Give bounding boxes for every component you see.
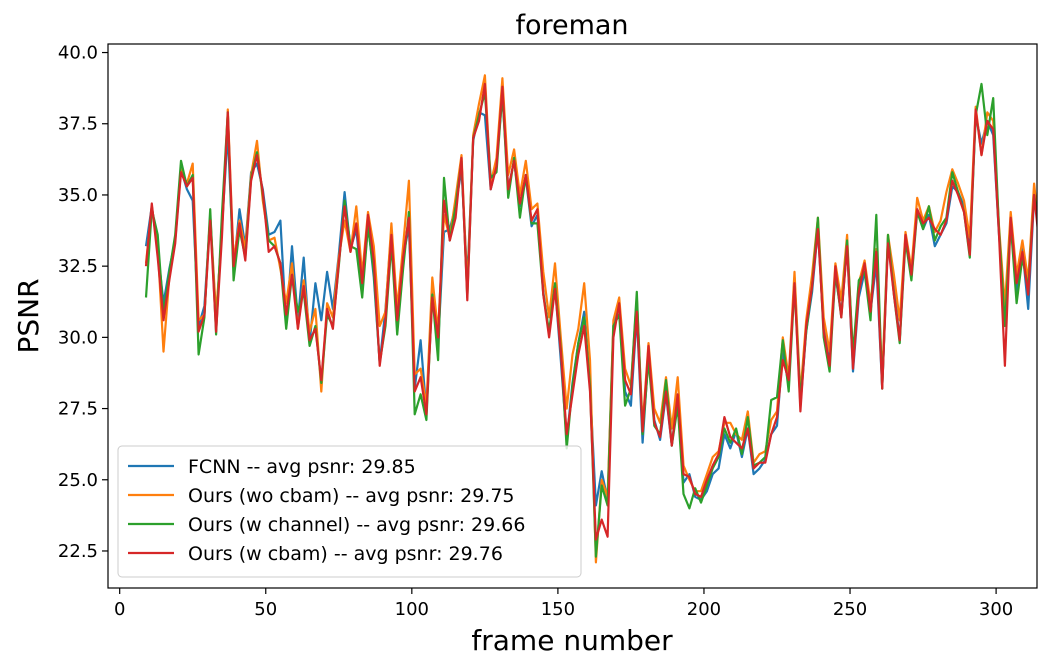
x-tick-label: 50 — [254, 599, 277, 620]
chart-title: foreman — [515, 10, 628, 41]
plot-area-frame — [107, 43, 1038, 589]
series-line-4 — [144, 82, 1037, 541]
legend-label-3: Ours (w channel) -- avg psnr: 29.66 — [188, 514, 525, 536]
x-tick-label: 250 — [833, 599, 867, 620]
y-tick-label: 22.5 — [58, 541, 98, 562]
x-tick-label: 200 — [687, 599, 721, 620]
y-axis-title: PSNR — [12, 278, 45, 353]
series-layer — [144, 74, 1037, 564]
x-tick-label: 100 — [395, 599, 429, 620]
x-axis-title: frame number — [471, 624, 673, 657]
y-tick-label: 32.5 — [58, 256, 98, 277]
y-axis-ticks: 22.5 25.0 27.5 30.0 32.5 35.0 37.5 40.0 — [58, 43, 108, 562]
x-tick-label: 0 — [114, 599, 125, 620]
legend: FCNN -- avg psnr: 29.85 Ours (wo cbam) --… — [117, 445, 582, 578]
legend-box — [117, 445, 582, 578]
y-tick-label: 35.0 — [58, 185, 98, 206]
legend-label-2: Ours (wo cbam) -- avg psnr: 29.75 — [188, 485, 515, 507]
y-tick-label: 40.0 — [58, 43, 98, 64]
x-tick-label: 300 — [979, 599, 1013, 620]
x-axis-ticks: 0 50 100 150 200 250 300 — [114, 588, 1013, 620]
legend-label-1: FCNN -- avg psnr: 29.85 — [188, 456, 416, 478]
y-tick-label: 25.0 — [58, 470, 98, 491]
y-tick-label: 27.5 — [58, 399, 98, 420]
y-tick-label: 30.0 — [58, 327, 98, 348]
legend-label-4: Ours (w cbam) -- avg psnr: 29.76 — [188, 543, 503, 565]
x-tick-label: 150 — [541, 599, 575, 620]
y-tick-label: 37.5 — [58, 114, 98, 135]
